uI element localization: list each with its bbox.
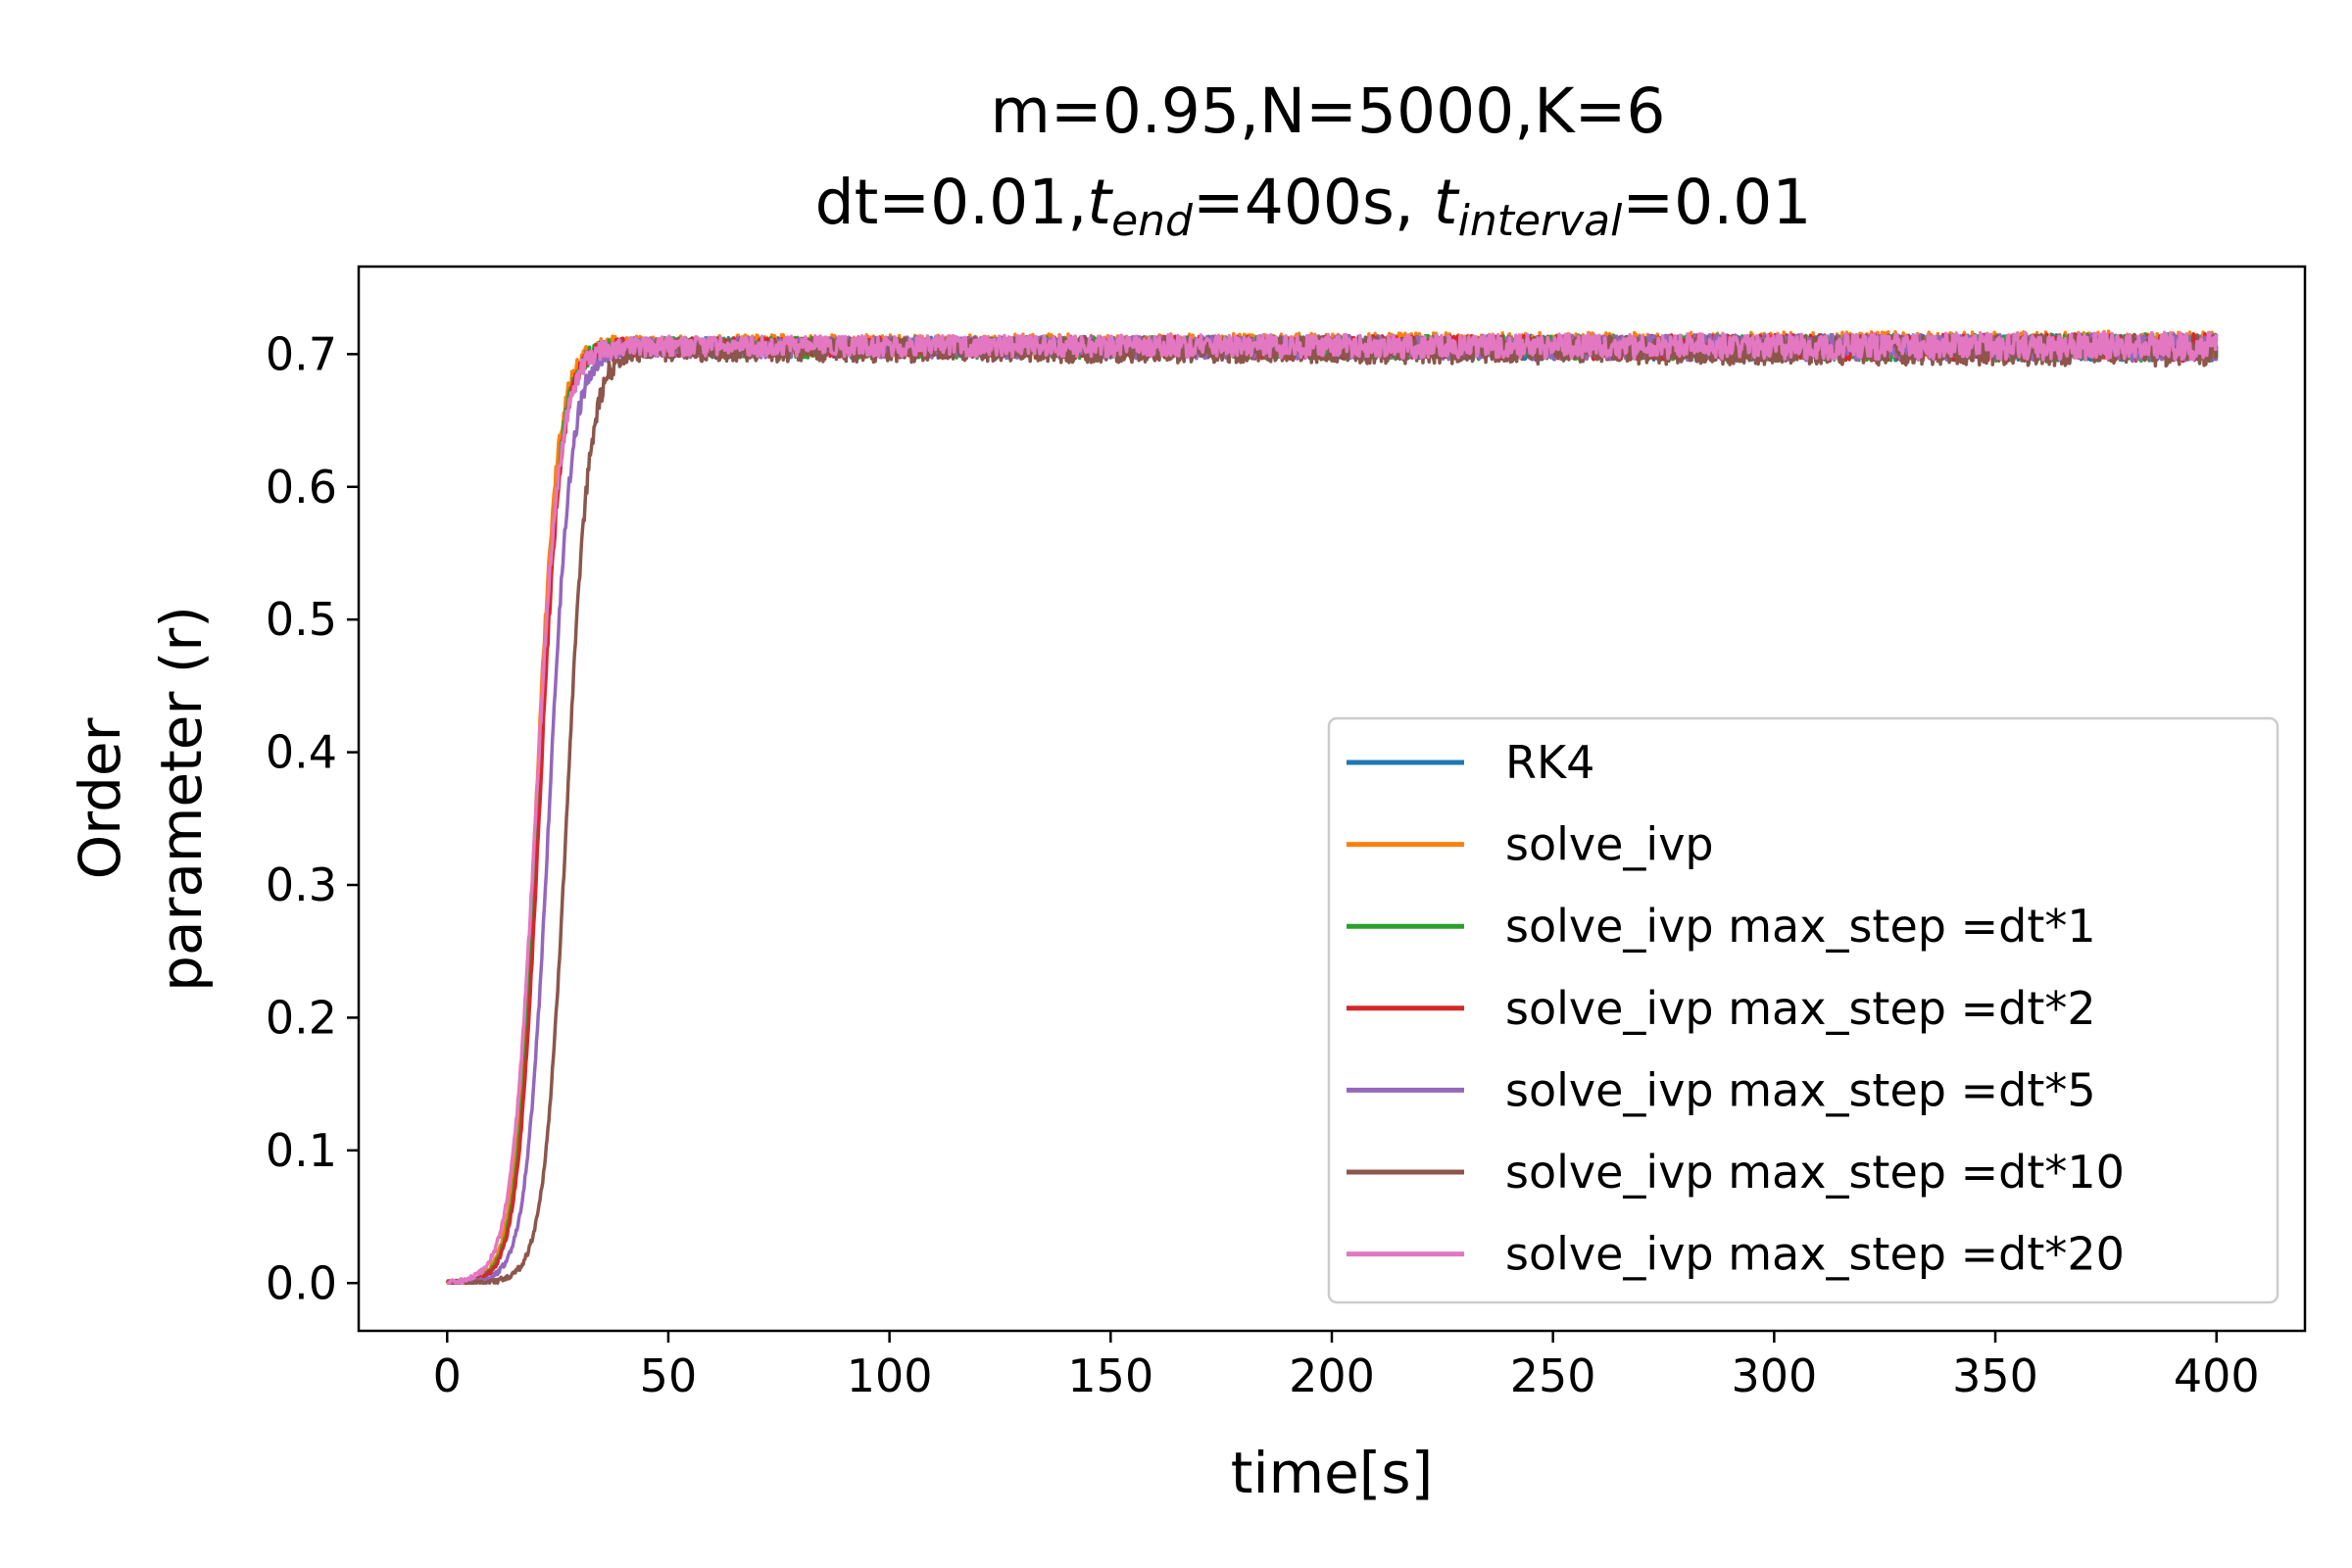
legend-box <box>1327 716 2279 1304</box>
y-tick-label: 0.1 <box>266 1124 337 1177</box>
x-tick-label: 300 <box>1731 1349 1817 1402</box>
legend: RK4 solve_ivp solve_ivp max_step =dt*1 solv… <box>1327 716 2279 1304</box>
legend-label: solve_ivp max_step =dt*1 <box>1505 900 2096 953</box>
title-t-end-val: =400s, <box>1193 167 1434 238</box>
x-tick-label: 150 <box>1067 1349 1153 1402</box>
y-tick-label: 0.6 <box>266 461 337 514</box>
legend-label: solve_ivp max_step =dt*5 <box>1505 1063 2096 1116</box>
x-tick-label: 0 <box>433 1349 462 1402</box>
y-tick-label: 0.2 <box>266 991 337 1044</box>
x-tick-label: 200 <box>1289 1349 1375 1402</box>
legend-label: RK4 <box>1505 736 1594 789</box>
x-tick-label: 250 <box>1510 1349 1596 1402</box>
x-tick-label: 50 <box>640 1349 698 1402</box>
series-layer <box>445 329 2219 1286</box>
chart-title-line1: m=0.95,N=5000,K=6 <box>991 75 1666 147</box>
x-tick-label: 100 <box>847 1349 933 1402</box>
title-t-interval-var: t <box>1434 167 1460 238</box>
title-t-end-var: t <box>1087 167 1113 238</box>
y-axis-label-line2: parameter (r) <box>148 606 215 992</box>
y-tick-label: 0.3 <box>266 858 337 911</box>
y-tick-label: 0.4 <box>266 726 337 779</box>
legend-label: solve_ivp <box>1505 818 1714 871</box>
legend-label: solve_ivp max_step =dt*10 <box>1505 1146 2125 1199</box>
x-tick-label: 400 <box>2174 1349 2260 1402</box>
x-tick-label: 350 <box>1952 1349 2038 1402</box>
y-tick-label: 0.5 <box>266 593 337 646</box>
legend-label: solve_ivp max_step =dt*2 <box>1505 982 2096 1035</box>
title-t-end-sub: end <box>1111 196 1194 246</box>
x-axis-ticks: 0 50 100 150 200 250 300 350 400 <box>433 1331 2260 1402</box>
y-axis-label-line1: Order <box>67 717 133 879</box>
legend-label: solve_ivp max_step =dt*20 <box>1505 1228 2125 1281</box>
y-axis-label: Order parameter (r) <box>67 606 215 992</box>
chart-title-line2: dt=0.01,tend=400s, tinterval=0.01 <box>815 167 1812 246</box>
y-axis-ticks: 0.0 0.1 0.2 0.3 0.4 0.5 0.6 0.7 <box>266 327 359 1309</box>
series-line <box>445 330 2219 1285</box>
title-dt: dt=0.01, <box>815 167 1088 238</box>
title-t-interval-val: =0.01 <box>1622 167 1811 238</box>
title-t-interval-sub: interval <box>1458 196 1624 246</box>
y-tick-label: 0.0 <box>266 1256 337 1309</box>
legend-entries: RK4 solve_ivp solve_ivp max_step =dt*1 solv… <box>1347 736 2125 1281</box>
x-axis-label: time[s] <box>1231 1440 1434 1506</box>
y-tick-label: 0.7 <box>266 327 337 380</box>
